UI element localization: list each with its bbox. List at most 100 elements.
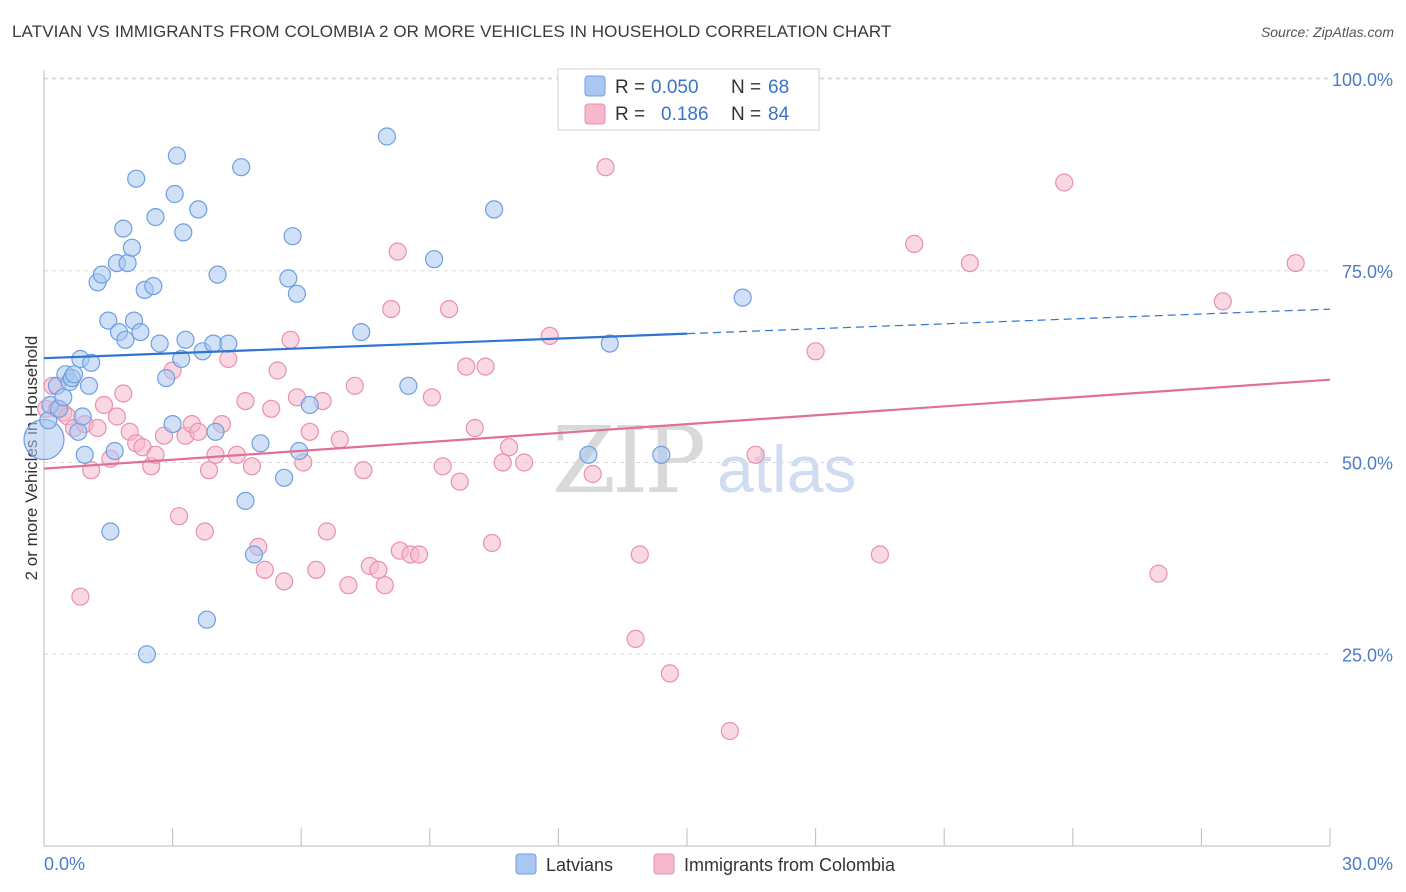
legend-swatch-colombia xyxy=(584,103,606,125)
colombia-point-6 xyxy=(71,587,90,606)
latvians-point-53 xyxy=(275,468,294,487)
y-tick-label-3: 100.0% xyxy=(1332,70,1393,90)
colombia-point-51 xyxy=(375,576,394,595)
latvians-point-38 xyxy=(167,146,186,165)
latvians-point-52 xyxy=(251,434,270,453)
colombia-point-26 xyxy=(199,461,219,480)
colombia-point-50 xyxy=(369,560,388,580)
latvians-point-32 xyxy=(144,277,163,296)
x-tick-label-1: 30.0% xyxy=(1342,854,1393,874)
colombia-point-29 xyxy=(219,349,238,369)
y-tick-label-1: 50.0% xyxy=(1342,454,1393,474)
colombia-point-12 xyxy=(107,407,127,426)
colombia-point-21 xyxy=(169,507,189,526)
colombia-point-81 xyxy=(1149,564,1168,583)
latvians-point-59 xyxy=(352,323,371,342)
legend-n-label-1: N = xyxy=(731,77,761,98)
colombia-point-44 xyxy=(317,522,336,541)
series-legend-swatch-latvians xyxy=(515,853,537,875)
colombia-point-24 xyxy=(189,422,208,441)
colombia-point-65 xyxy=(493,453,512,472)
latvians-point-29 xyxy=(131,323,150,342)
latvians-point-12 xyxy=(73,407,92,426)
latvians-point-28 xyxy=(127,169,146,188)
latvians-point-36 xyxy=(163,415,182,434)
latvians-point-9 xyxy=(64,365,84,384)
colombia-point-79 xyxy=(960,254,980,273)
series-legend: Latvians Immigrants from Colombia xyxy=(515,853,896,875)
legend-r-value-2: 0.186 xyxy=(661,104,709,125)
colombia-point-82 xyxy=(1213,292,1232,311)
latvians-point-56 xyxy=(287,284,306,303)
colombia-point-76 xyxy=(806,342,825,361)
latvians-point-46 xyxy=(206,422,225,441)
colombia-point-80 xyxy=(1055,173,1074,192)
colombia-point-48 xyxy=(354,461,373,480)
series-legend-swatch-colombia xyxy=(653,853,675,875)
latvians-point-5 xyxy=(54,388,73,407)
colombia-point-77 xyxy=(870,545,890,564)
trend-lines xyxy=(43,308,1331,470)
colombia-point-83 xyxy=(1286,254,1305,273)
latvians-point-65 xyxy=(600,334,619,353)
colombia-point-47 xyxy=(345,376,364,395)
colombia-point-27 xyxy=(206,445,225,464)
x-tick-label-0: 0.0% xyxy=(44,854,85,874)
watermark-zip: ZIP xyxy=(552,407,703,514)
y-tick-label-2: 75.0% xyxy=(1342,262,1393,282)
latvians-point-64 xyxy=(579,445,598,464)
latvians-point-33 xyxy=(146,208,165,227)
latvians-point-58 xyxy=(300,395,319,415)
latvians-point-19 xyxy=(101,522,120,541)
latvians-point-66 xyxy=(652,445,671,464)
colombia-point-34 xyxy=(255,560,274,580)
colombia-point-32 xyxy=(242,457,261,476)
latvians-point-41 xyxy=(176,330,195,349)
latvians-point-51 xyxy=(244,545,264,564)
latvians-point-37 xyxy=(165,184,184,204)
latvians-point-61 xyxy=(399,376,418,395)
colombia-point-31 xyxy=(236,392,255,411)
colombia-point-37 xyxy=(275,572,294,591)
latvians-point-39 xyxy=(172,349,191,369)
colombia-point-71 xyxy=(626,629,645,649)
colombia-point-25 xyxy=(195,522,214,541)
latvians-point-34 xyxy=(150,334,169,353)
latvians-point-31 xyxy=(137,645,156,664)
colombia-point-63 xyxy=(476,357,495,376)
latvians-point-55 xyxy=(283,227,302,246)
latvians-point-63 xyxy=(485,200,504,219)
series-legend-label-latvians: Latvians xyxy=(546,855,613,875)
latvians-trend-extension xyxy=(686,308,1331,335)
colombia-point-36 xyxy=(268,361,287,380)
colombia-point-68 xyxy=(540,326,559,345)
correlation-legend: R = 0.050 N = 68 R = 0.186 N = 84 xyxy=(557,68,820,131)
latvians-point-23 xyxy=(114,219,133,238)
colombia-point-66 xyxy=(500,438,519,457)
latvians-point-60 xyxy=(377,127,396,146)
latvians-point-44 xyxy=(197,610,216,629)
latvians-point-40 xyxy=(174,223,193,242)
colombia-point-57 xyxy=(422,388,441,407)
colombia-point-74 xyxy=(720,721,740,741)
chart-title: LATVIAN VS IMMIGRANTS FROM COLOMBIA 2 OR… xyxy=(12,22,892,41)
latvians-point-42 xyxy=(189,200,208,219)
y-axis-label: 2 or more Vehicles in Household xyxy=(22,336,41,581)
latvians-point-48 xyxy=(219,334,238,353)
legend-r-value-1: 0.050 xyxy=(651,77,699,98)
colombia-point-75 xyxy=(746,445,765,464)
colombia-point-60 xyxy=(450,472,469,491)
colombia-point-9 xyxy=(88,418,107,438)
y-tick-label-0: 25.0% xyxy=(1342,645,1393,665)
colombia-point-35 xyxy=(262,399,281,418)
latvians-trend-line xyxy=(43,332,688,360)
latvians-point-17 xyxy=(92,265,112,284)
legend-n-value-2: 84 xyxy=(768,104,790,125)
series-legend-label-colombia: Immigrants from Colombia xyxy=(684,855,896,875)
colombia-point-52 xyxy=(382,300,401,319)
latvians-point-25 xyxy=(118,254,137,273)
colombia-point-64 xyxy=(482,533,502,553)
colombia-point-42 xyxy=(307,560,326,580)
latvians-point-18 xyxy=(99,311,118,330)
colombia-point-46 xyxy=(339,576,358,595)
